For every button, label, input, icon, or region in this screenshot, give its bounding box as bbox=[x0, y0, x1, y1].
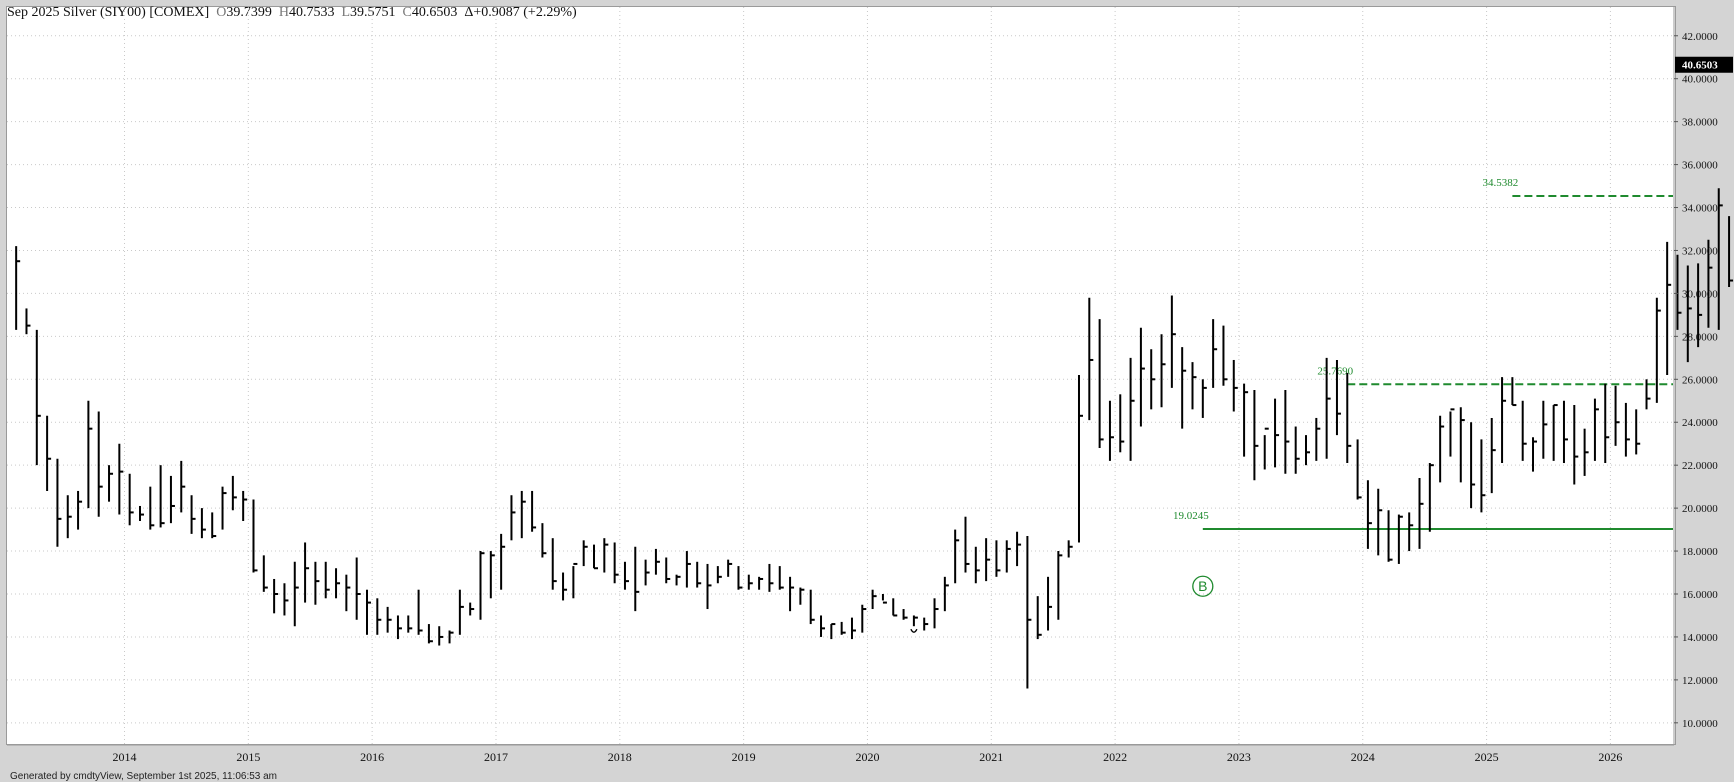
y-tick-label: 30.0000 bbox=[1682, 288, 1718, 300]
y-tick-label: 38.0000 bbox=[1682, 117, 1718, 129]
x-tick-label: 2024 bbox=[1351, 750, 1375, 764]
level-label: 19.0245 bbox=[1173, 510, 1209, 522]
y-tick-label: 10.0000 bbox=[1682, 718, 1718, 730]
y-tick-label: 32.0000 bbox=[1682, 245, 1718, 257]
x-tick-label: 2018 bbox=[608, 750, 632, 764]
y-tick-label: 22.0000 bbox=[1682, 460, 1718, 472]
high-label: H bbox=[278, 5, 289, 20]
y-tick-label: 24.0000 bbox=[1682, 417, 1718, 429]
low-label: L bbox=[341, 5, 351, 20]
last-price-value: 40.6503 bbox=[1682, 60, 1718, 72]
x-tick-label: 2020 bbox=[855, 750, 879, 764]
y-tick-label: 26.0000 bbox=[1682, 374, 1718, 386]
last-price-tag: 40.6503 bbox=[1675, 56, 1733, 73]
x-tick-label: 2022 bbox=[1103, 750, 1127, 764]
chart-header: Sep 2025 Silver (SIY00) [COMEX] O39.7399… bbox=[7, 5, 577, 21]
y-tick-label: 16.0000 bbox=[1682, 589, 1718, 601]
y-tick-label: 12.0000 bbox=[1682, 675, 1718, 687]
ohlc-bars bbox=[15, 188, 1734, 689]
y-tick-label: 28.0000 bbox=[1682, 331, 1718, 343]
change-value: Δ+0.9087 (+2.29%) bbox=[464, 5, 577, 20]
y-tick-label: 34.0000 bbox=[1682, 203, 1718, 215]
chart-frame bbox=[6, 6, 1676, 745]
y-tick-label: 42.0000 bbox=[1682, 31, 1718, 43]
x-tick-label: 2017 bbox=[484, 750, 508, 764]
y-tick-label: 36.0000 bbox=[1682, 160, 1718, 172]
swing-low-marker bbox=[910, 628, 918, 633]
x-tick-label: 2023 bbox=[1227, 750, 1251, 764]
last-price-box bbox=[1675, 56, 1733, 73]
x-tick-label: 2016 bbox=[360, 750, 384, 764]
footer-caption: Generated by cmdtyView, September 1st 20… bbox=[10, 771, 278, 782]
x-tick-label: 2026 bbox=[1598, 750, 1622, 764]
time-axis: 2014 2015 2016 2017 2018 2019 2020 2021 2022 2023… bbox=[113, 750, 1623, 764]
low-value: 39.5751 bbox=[350, 5, 396, 20]
y-tick-label: 40.0000 bbox=[1682, 74, 1718, 86]
close-value: 40.6503 bbox=[411, 5, 458, 20]
y-tick-label: 20.0000 bbox=[1682, 503, 1718, 515]
y-tick-label: 14.0000 bbox=[1682, 632, 1718, 644]
marker-b-circle bbox=[1192, 575, 1214, 597]
annotations: B bbox=[910, 575, 1214, 633]
contract-name: Sep 2025 Silver (SIY00) [COMEX] bbox=[7, 5, 210, 20]
x-tick-label: 2025 bbox=[1475, 750, 1499, 764]
close-label: C bbox=[402, 5, 412, 20]
high-value: 40.7533 bbox=[288, 5, 335, 20]
marker-b-label: B bbox=[1198, 578, 1207, 594]
grid-lines bbox=[7, 7, 1674, 745]
open-label: O bbox=[216, 5, 227, 20]
price-axis: 10.0000 12.0000 14.0000 16.0000 18.0000 20.00… bbox=[1674, 31, 1718, 730]
x-tick-label: 2014 bbox=[113, 750, 137, 764]
x-tick-label: 2015 bbox=[236, 750, 260, 764]
open-value: 39.7399 bbox=[226, 5, 272, 20]
x-tick-label: 2021 bbox=[979, 750, 1003, 764]
x-tick-label: 2019 bbox=[732, 750, 756, 764]
level-label: 34.5382 bbox=[1483, 177, 1519, 189]
y-tick-label: 18.0000 bbox=[1682, 546, 1718, 558]
